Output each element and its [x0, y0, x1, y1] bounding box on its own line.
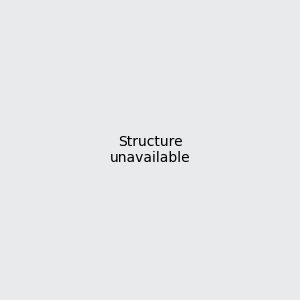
Text: Structure
unavailable: Structure unavailable [110, 135, 190, 165]
